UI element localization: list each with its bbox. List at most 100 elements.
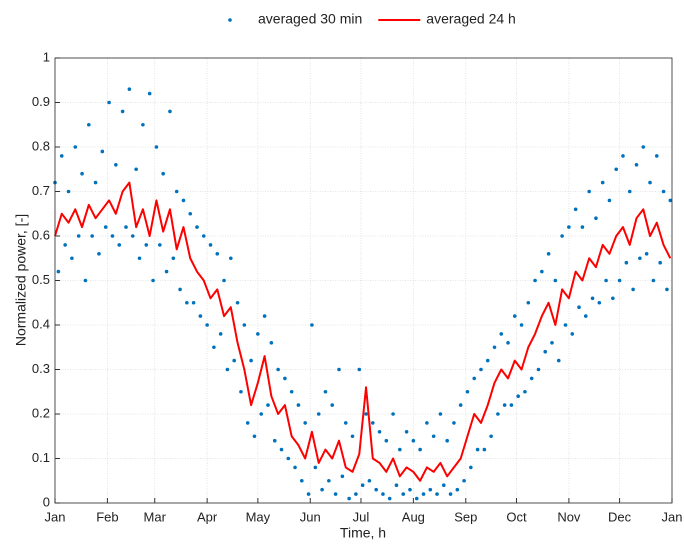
- data-point: [644, 252, 649, 256]
- legend-label: averaged 30 min: [258, 11, 362, 27]
- data-point: [583, 314, 588, 318]
- data-point: [421, 492, 426, 496]
- data-point: [573, 207, 578, 212]
- data-point: [533, 278, 537, 283]
- x-tick-label: Jul: [353, 509, 370, 524]
- data-point: [570, 332, 575, 336]
- data-point: [316, 412, 321, 416]
- data-point: [482, 447, 487, 452]
- y-tick-label: 0.9: [32, 94, 50, 109]
- data-point: [354, 492, 358, 496]
- x-tick-label: May: [246, 509, 271, 524]
- data-point: [381, 492, 385, 496]
- data-point: [441, 483, 446, 488]
- data-point: [665, 287, 669, 292]
- data-point: [519, 323, 524, 327]
- data-point: [205, 323, 209, 327]
- data-point: [550, 341, 554, 345]
- data-point: [485, 358, 490, 363]
- data-point: [178, 287, 182, 292]
- data-point: [137, 256, 142, 261]
- legend-label: averaged 24 h: [426, 11, 516, 27]
- data-point: [489, 434, 493, 439]
- data-point: [144, 243, 149, 247]
- data-point: [215, 252, 220, 256]
- data-point: [668, 198, 673, 203]
- data-point: [462, 478, 466, 483]
- data-point: [391, 412, 395, 416]
- data-point: [594, 216, 598, 220]
- data-point: [252, 434, 257, 439]
- data-point: [343, 421, 348, 425]
- data-point: [70, 256, 74, 261]
- data-point: [151, 278, 155, 283]
- data-point: [191, 300, 196, 305]
- data-point: [627, 189, 632, 194]
- data-point: [337, 367, 341, 372]
- y-tick-label: 0.4: [32, 316, 50, 331]
- data-point: [114, 163, 118, 167]
- data-point: [276, 367, 280, 372]
- data-point: [580, 225, 585, 229]
- data-point: [303, 421, 307, 425]
- plot-frame: [54, 57, 673, 504]
- data-point: [384, 438, 389, 443]
- data-point: [134, 167, 138, 172]
- data-point: [360, 483, 365, 488]
- data-point: [472, 376, 477, 381]
- data-point: [394, 483, 399, 488]
- data-point: [540, 269, 544, 274]
- data-point: [185, 300, 189, 305]
- data-point: [546, 252, 551, 256]
- data-point: [658, 260, 662, 265]
- data-point: [310, 323, 314, 327]
- y-tick-label: 0.1: [32, 450, 50, 465]
- data-point: [168, 109, 172, 114]
- x-tick-label: Mar: [144, 509, 167, 524]
- data-point: [333, 492, 338, 496]
- y-axis-label: Normalized power, [-]: [13, 214, 29, 346]
- data-point: [306, 492, 311, 496]
- data-point: [201, 234, 206, 238]
- data-point: [330, 403, 335, 407]
- data-point: [479, 367, 483, 372]
- data-point: [161, 171, 165, 176]
- data-point: [475, 447, 480, 452]
- data-point: [526, 300, 531, 305]
- data-point: [242, 323, 247, 327]
- data-point: [293, 465, 297, 470]
- data-point: [100, 149, 105, 154]
- data-point: [435, 492, 439, 496]
- data-point: [438, 412, 443, 416]
- data-point: [218, 332, 223, 336]
- data-point: [124, 225, 128, 229]
- data-point: [370, 421, 375, 425]
- data-point: [327, 478, 331, 483]
- data-point: [80, 171, 84, 176]
- data-point: [225, 367, 230, 372]
- data-point: [624, 260, 629, 265]
- x-tick-label: Dec: [608, 509, 632, 524]
- data-point: [506, 341, 510, 345]
- data-point: [73, 145, 78, 149]
- data-point: [425, 421, 429, 425]
- x-tick-label: Oct: [506, 509, 527, 524]
- data-point: [97, 252, 101, 256]
- data-point: [638, 256, 642, 261]
- data-point: [607, 198, 612, 203]
- data-point: [387, 496, 392, 501]
- x-tick-label: Nov: [557, 509, 581, 524]
- data-point: [374, 487, 378, 492]
- data-point: [458, 403, 463, 407]
- data-point: [245, 421, 250, 425]
- data-point: [232, 358, 236, 363]
- data-point: [158, 243, 162, 247]
- data-point: [516, 394, 520, 399]
- data-point: [577, 305, 581, 310]
- data-point: [614, 167, 619, 172]
- data-point: [256, 332, 260, 336]
- data-point: [587, 189, 591, 194]
- data-point: [448, 492, 453, 496]
- data-point: [651, 278, 656, 283]
- data-point: [154, 145, 159, 149]
